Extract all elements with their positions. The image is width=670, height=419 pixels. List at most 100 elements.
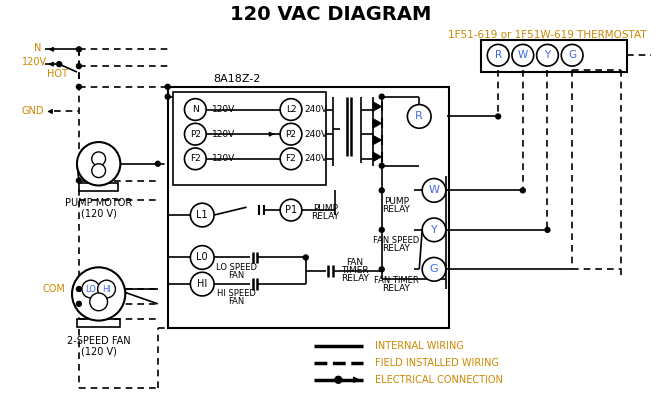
Text: L0: L0 bbox=[196, 253, 208, 262]
Circle shape bbox=[512, 44, 534, 66]
Circle shape bbox=[184, 98, 206, 120]
Circle shape bbox=[155, 161, 160, 166]
Text: FAN: FAN bbox=[228, 297, 245, 306]
Circle shape bbox=[184, 123, 206, 145]
Text: HI SPEED: HI SPEED bbox=[217, 290, 256, 298]
Circle shape bbox=[379, 267, 384, 272]
Polygon shape bbox=[373, 102, 382, 111]
Text: 240V: 240V bbox=[304, 105, 327, 114]
Text: LO SPEED: LO SPEED bbox=[216, 263, 257, 272]
Text: RELAY: RELAY bbox=[383, 204, 411, 214]
Text: HI: HI bbox=[197, 279, 207, 289]
Text: (120 V): (120 V) bbox=[80, 208, 117, 218]
Text: 240V: 240V bbox=[304, 154, 327, 163]
Polygon shape bbox=[373, 135, 382, 145]
Text: RELAY: RELAY bbox=[312, 212, 340, 220]
Text: 120V: 120V bbox=[21, 57, 47, 67]
Text: F2: F2 bbox=[190, 154, 201, 163]
Text: COM: COM bbox=[43, 284, 66, 294]
Polygon shape bbox=[373, 152, 382, 162]
Circle shape bbox=[422, 218, 446, 242]
Circle shape bbox=[379, 228, 384, 232]
Text: P2: P2 bbox=[285, 129, 297, 139]
Text: L1: L1 bbox=[196, 210, 208, 220]
Text: G: G bbox=[568, 50, 576, 60]
Text: FAN: FAN bbox=[346, 258, 364, 267]
Circle shape bbox=[280, 123, 302, 145]
Bar bbox=[77, 318, 121, 326]
Text: P2: P2 bbox=[190, 129, 201, 139]
Text: ELECTRICAL CONNECTION: ELECTRICAL CONNECTION bbox=[375, 375, 502, 385]
Text: 120V: 120V bbox=[212, 129, 236, 139]
Text: G: G bbox=[429, 264, 438, 274]
Circle shape bbox=[422, 257, 446, 281]
Bar bbox=[481, 41, 627, 72]
Text: 1F51-619 or 1F51W-619 THERMOSTAT: 1F51-619 or 1F51W-619 THERMOSTAT bbox=[448, 29, 647, 39]
Circle shape bbox=[190, 246, 214, 269]
Circle shape bbox=[537, 44, 558, 66]
Text: HI: HI bbox=[102, 285, 111, 294]
Text: TIMER: TIMER bbox=[341, 266, 369, 275]
Text: Y: Y bbox=[544, 50, 551, 60]
Polygon shape bbox=[373, 119, 382, 128]
Text: L2: L2 bbox=[285, 105, 296, 114]
Text: Y: Y bbox=[431, 225, 438, 235]
Text: R: R bbox=[494, 50, 502, 60]
Text: 2-SPEED FAN: 2-SPEED FAN bbox=[67, 336, 131, 347]
Text: FAN: FAN bbox=[228, 271, 245, 280]
Text: PUMP MOTOR: PUMP MOTOR bbox=[65, 198, 132, 208]
Circle shape bbox=[379, 94, 384, 99]
Circle shape bbox=[422, 178, 446, 202]
Circle shape bbox=[98, 280, 115, 298]
Bar bbox=[173, 92, 326, 186]
Text: (120 V): (120 V) bbox=[80, 346, 117, 356]
Circle shape bbox=[280, 148, 302, 170]
Circle shape bbox=[561, 44, 583, 66]
Circle shape bbox=[76, 287, 81, 292]
Text: HOT: HOT bbox=[47, 69, 68, 79]
Text: PUMP: PUMP bbox=[384, 197, 409, 206]
Text: INTERNAL WIRING: INTERNAL WIRING bbox=[375, 341, 464, 351]
Circle shape bbox=[76, 178, 81, 183]
Circle shape bbox=[76, 301, 81, 306]
Text: FAN TIMER: FAN TIMER bbox=[374, 276, 419, 285]
Text: FAN SPEED: FAN SPEED bbox=[373, 236, 419, 245]
Text: P1: P1 bbox=[285, 205, 297, 215]
Text: W: W bbox=[518, 50, 528, 60]
Circle shape bbox=[165, 84, 170, 89]
Circle shape bbox=[304, 255, 308, 260]
Circle shape bbox=[190, 203, 214, 227]
Text: RELAY: RELAY bbox=[341, 274, 369, 283]
Text: 120V: 120V bbox=[212, 105, 236, 114]
Text: PUMP: PUMP bbox=[313, 204, 338, 213]
Circle shape bbox=[76, 47, 81, 52]
Text: N: N bbox=[34, 43, 41, 53]
Text: 120 VAC DIAGRAM: 120 VAC DIAGRAM bbox=[230, 5, 431, 24]
Text: F2: F2 bbox=[285, 154, 296, 163]
Circle shape bbox=[184, 148, 206, 170]
Text: 120V: 120V bbox=[212, 154, 236, 163]
Text: FIELD INSTALLED WIRING: FIELD INSTALLED WIRING bbox=[375, 358, 499, 368]
Bar bbox=[168, 87, 449, 328]
Circle shape bbox=[521, 188, 525, 193]
Circle shape bbox=[165, 94, 170, 99]
Text: N: N bbox=[192, 105, 199, 114]
Circle shape bbox=[57, 62, 62, 67]
Circle shape bbox=[280, 199, 302, 221]
Circle shape bbox=[379, 163, 384, 168]
Text: RELAY: RELAY bbox=[383, 244, 411, 253]
Text: R: R bbox=[415, 111, 423, 122]
Circle shape bbox=[92, 164, 106, 178]
Bar bbox=[79, 184, 119, 191]
Circle shape bbox=[72, 267, 125, 321]
Circle shape bbox=[379, 188, 384, 193]
Text: 240V: 240V bbox=[304, 129, 327, 139]
Circle shape bbox=[76, 64, 81, 69]
Circle shape bbox=[335, 376, 342, 383]
Text: GND: GND bbox=[21, 106, 44, 116]
Circle shape bbox=[496, 114, 500, 119]
Text: RELAY: RELAY bbox=[383, 284, 411, 292]
Circle shape bbox=[76, 84, 81, 89]
Circle shape bbox=[487, 44, 509, 66]
Circle shape bbox=[77, 142, 121, 186]
